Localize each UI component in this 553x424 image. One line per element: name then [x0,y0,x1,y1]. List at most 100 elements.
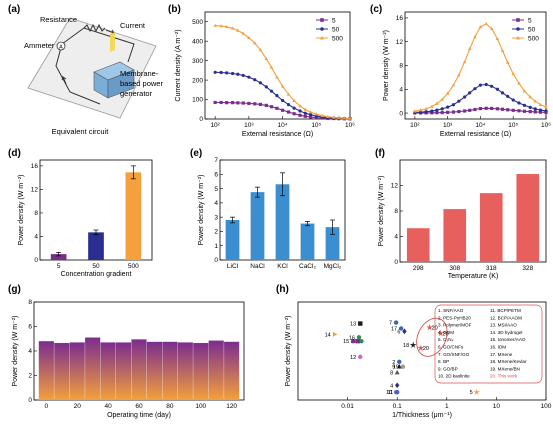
data-point [451,83,456,87]
point-label: 11 [387,390,393,396]
panel-letter-f: (f) [375,148,385,159]
data-point [314,116,318,120]
scatter-point [359,339,364,344]
data-point [275,75,279,79]
data-point [440,97,444,101]
data-point [533,107,537,111]
point-label: 15 [343,339,349,345]
scatter-point [409,341,417,348]
bar [275,184,290,260]
data-point [522,109,527,113]
data-point [544,109,548,113]
scatter-point [356,335,362,340]
legend-label: 500 [332,35,343,42]
data-point [484,106,488,110]
data-point [269,89,274,93]
data-point [280,84,285,88]
bar [325,227,340,260]
data-point [533,110,537,114]
data-point [506,108,510,112]
legend-entry: 7. GO/SNF/GO [438,352,470,357]
data-point [457,109,461,114]
x-tick-label: 50 [92,263,100,270]
data-point [511,71,515,76]
x-tick-label: 10³ [443,122,453,129]
x-tick-label: 5 [57,263,61,270]
y-axis-label: Power density (W m⁻²) [378,176,385,247]
scatter-point [397,359,402,364]
x-tick-label: 10³ [244,122,254,129]
data-point [478,83,483,87]
data-point [303,111,307,115]
bar [479,193,503,262]
data-point [309,113,313,117]
scatter-point [396,364,402,369]
legend-marker [320,27,324,31]
data-point [495,107,500,111]
data-point [538,110,543,114]
data-point [298,109,302,113]
data-point [446,110,450,114]
data-point [326,114,330,118]
data-point [230,26,235,30]
schematic-base-plate [27,17,157,119]
bar [125,172,142,260]
data-point [440,107,444,111]
bar [250,192,265,260]
data-point [258,81,263,85]
x-tick-label: 318 [486,265,497,272]
data-point [342,116,347,120]
current-label: Current [120,21,146,30]
point-label: 8 [390,371,393,377]
y-tick-label: 5 [214,186,218,193]
data-point [213,100,217,105]
panel-letter-h: (h) [276,284,289,295]
data-point [337,115,341,120]
bar [88,232,104,260]
point-label: 14 [325,332,331,338]
legend-entry: 14. 3D hydrogel [490,330,522,335]
panel-letter-a: (a) [8,4,20,15]
legend-entry: 11. BCP/PETM [490,308,521,313]
y-axis-label: Power density (W m⁻²) [18,175,25,246]
point-label: 9 [392,365,395,371]
scatter-point [395,389,400,395]
scatter-point [400,364,406,369]
data-point [275,94,279,98]
x-tick-label: 308 [449,265,460,272]
data-point [253,102,257,106]
panel-letter-d: (d) [8,148,21,159]
scatter-point [393,320,399,325]
data-point [430,109,434,113]
x-tick-label: 40 [105,403,113,410]
data-point [484,21,488,26]
scatter-point [395,382,400,389]
data-point [528,105,532,110]
data-point [332,115,336,119]
panel-letter-g: (g) [8,284,21,295]
legend-entry: 1. SNF/AAO [438,308,464,313]
data-point [517,109,521,113]
schematic-panel: A Resistance Current Ammeter Membrane- b… [24,15,163,136]
bar [225,220,240,260]
point-label: 20 [443,331,449,337]
scatter-point [437,329,444,337]
y-tick-label: 0 [214,257,218,264]
x-tick-label: KCl [277,263,288,270]
data-point [506,94,510,99]
bar [69,342,85,400]
plot-frame [404,11,547,120]
x-tick-label: NaCl [250,263,265,270]
y-tick-label: 12 [391,183,399,190]
chart-b: 0 100 200 300 400 500 10² 10³ 10⁴ 10⁵ 10⁶ External … [175,11,355,138]
data-point [467,46,472,51]
y-tick-label: 0 [34,257,38,264]
legend-entry: 19. MXene/BN [490,366,520,371]
data-point [517,101,521,105]
x-axis-label: Temperature (K) [448,273,499,280]
data-point [303,107,307,111]
legend-entry: 12. BCP/AAOM [490,315,522,320]
scatter-point [426,323,433,331]
bar [54,343,70,400]
x-tick-label: 120 [226,403,237,410]
